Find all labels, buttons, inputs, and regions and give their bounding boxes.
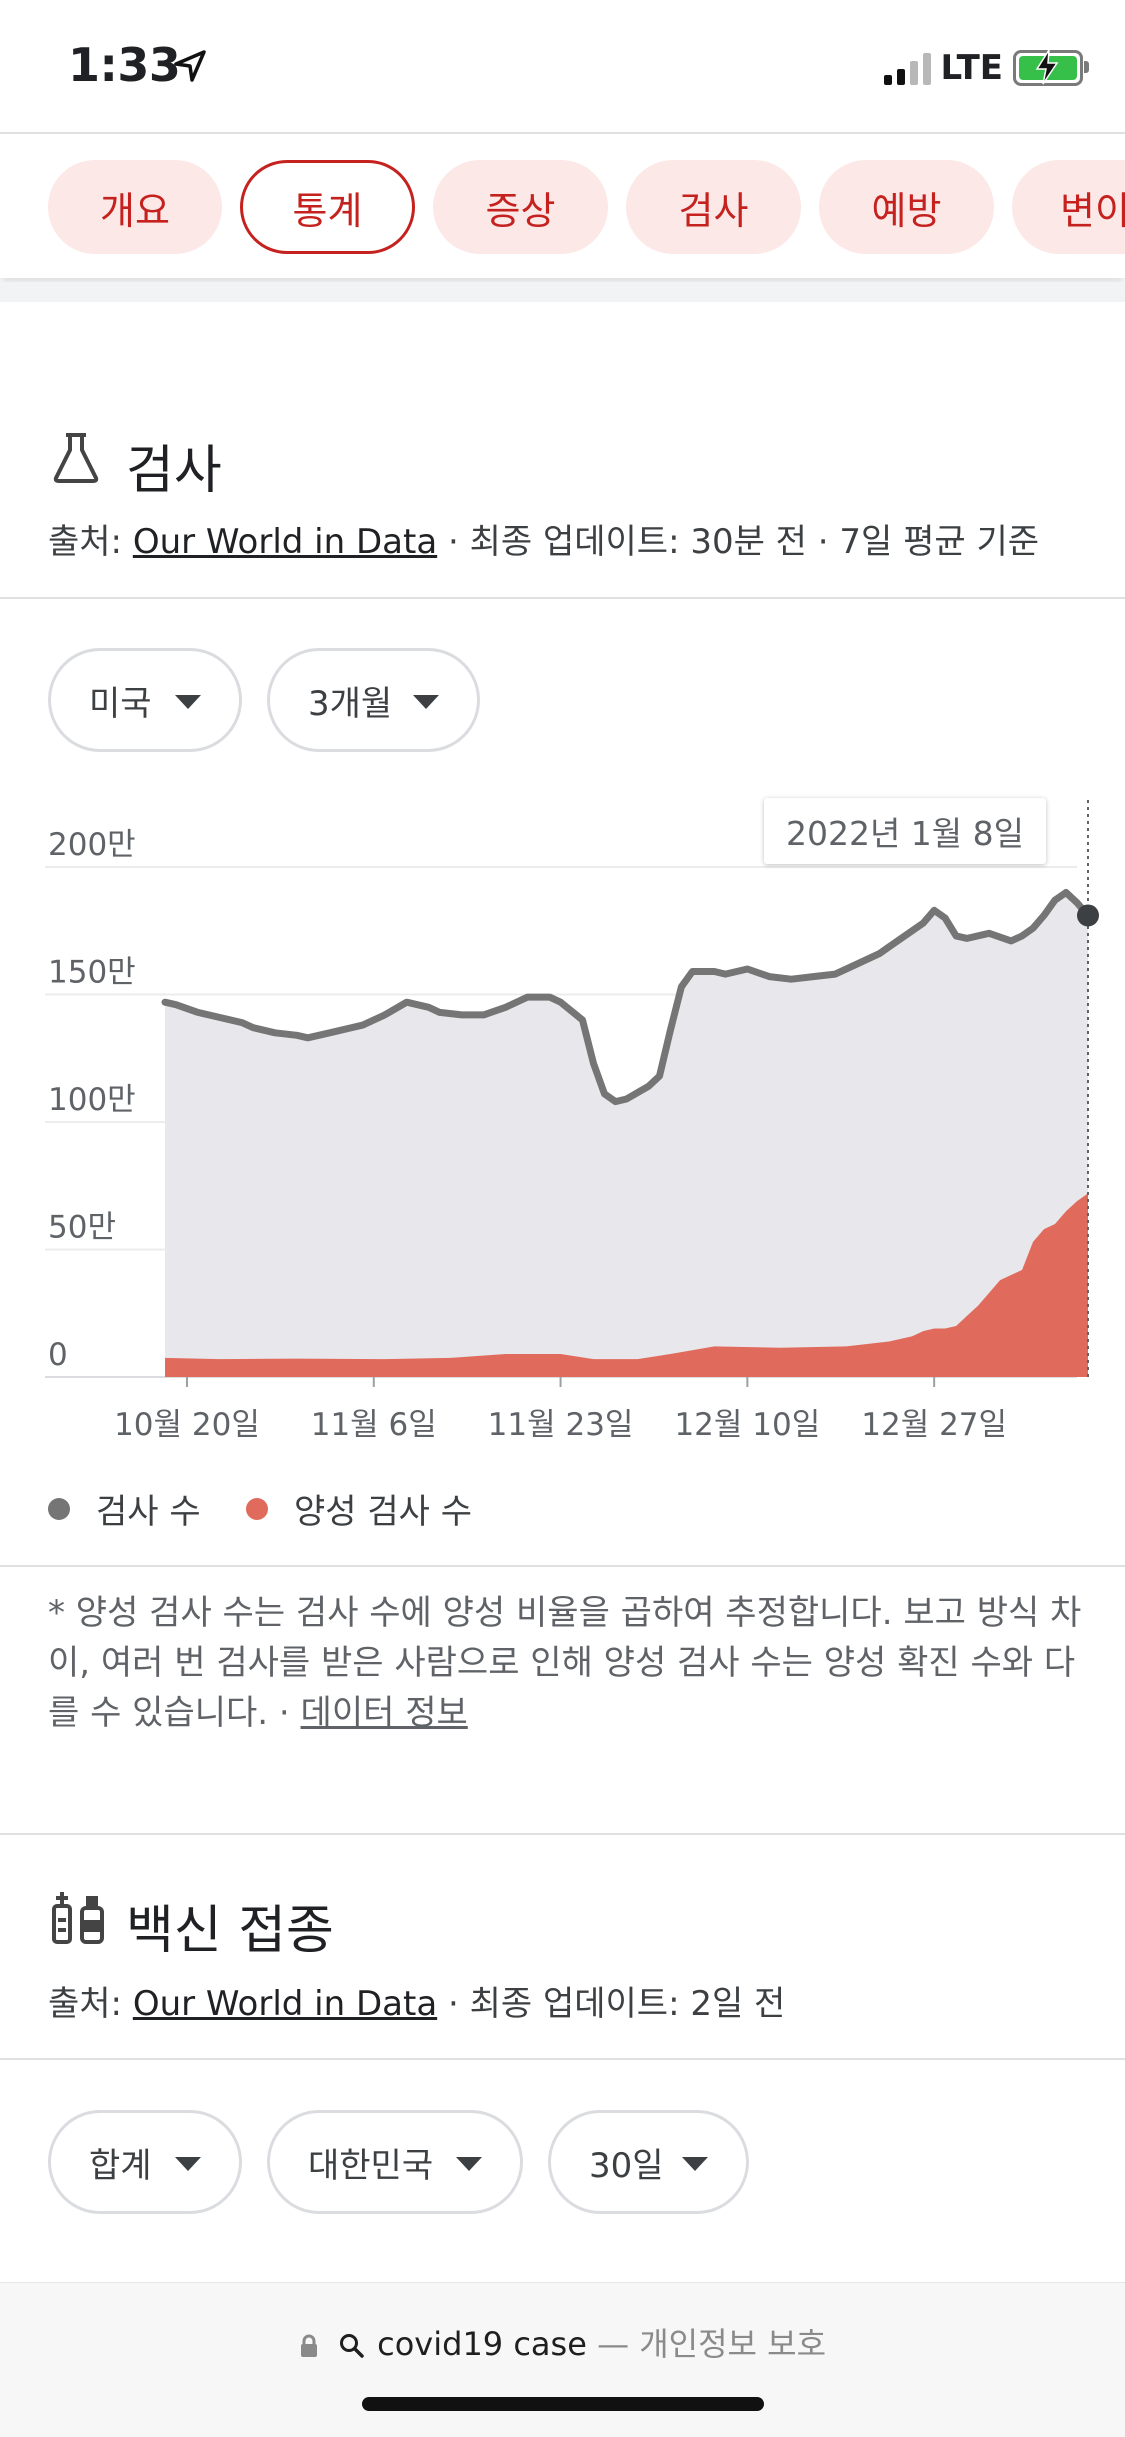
tab-testing[interactable]: 검사 <box>626 160 801 254</box>
country-dropdown[interactable]: 미국 <box>48 648 242 752</box>
data-info-link[interactable]: 데이터 정보 <box>300 1693 468 1733</box>
legend-tests: 검사 수 <box>48 1484 201 1533</box>
location-arrow-icon <box>174 50 206 82</box>
total-dropdown[interactable]: 합계 <box>48 2110 242 2214</box>
testing-source: 출처: Our World in Data · 최종 업데이트: 30분 전 ·… <box>48 522 1040 562</box>
y-tick-label: 100만 <box>48 1082 136 1118</box>
browser-bottom-bar[interactable]: covid19 case — 개인정보 보호 <box>0 2282 1125 2437</box>
legend-dot <box>48 1497 70 1520</box>
y-tick-label: 200만 <box>48 827 136 863</box>
divider <box>0 1565 1125 1567</box>
dropdown-label: 대한민국 <box>308 2145 434 2186</box>
period-dropdown[interactable]: 30일 <box>548 2110 749 2214</box>
testing-chart[interactable]: 0 50만 100만 150만 200만 10월 20일 11월 6일 11월 23일 12월 … <box>0 790 1125 1440</box>
network-label: LTE <box>940 48 1003 88</box>
dropdown-label: 합계 <box>89 2145 152 2186</box>
x-tick-label: 12월 10일 <box>674 1407 820 1440</box>
lock-icon <box>300 2334 317 2357</box>
section-divider <box>0 282 1125 302</box>
source-link[interactable]: Our World in Data <box>132 1984 438 2024</box>
caret-down-icon <box>175 695 201 709</box>
divider <box>0 597 1125 599</box>
legend-label: 양성 검사 수 <box>294 1492 473 1532</box>
divider <box>0 1833 1125 1835</box>
legend-label: 검사 수 <box>96 1492 201 1532</box>
x-tick-label: 12월 27일 <box>861 1407 1007 1440</box>
testing-note: * 양성 검사 수는 검사 수에 양성 비율을 곱하여 추정합니다. 보고 방식… <box>48 1593 1082 1733</box>
dropdown-label: 3개월 <box>308 683 393 724</box>
status-indicators: LTE <box>883 48 1089 88</box>
x-tick-label: 11월 23일 <box>488 1407 634 1440</box>
url-text: covid19 case <box>377 2325 587 2363</box>
x-tick-label: 10월 20일 <box>114 1407 260 1440</box>
tab-prevention[interactable]: 예방 <box>819 160 994 254</box>
y-tick-label: 50만 <box>48 1210 116 1246</box>
tab-variants[interactable]: 변이 <box>1012 160 1125 254</box>
y-tick-label: 150만 <box>48 955 136 991</box>
battery-charging-icon <box>1013 49 1089 86</box>
legend-positive: 양성 검사 수 <box>246 1484 472 1533</box>
x-tick-label: 11월 6일 <box>311 1407 437 1440</box>
country-dropdown[interactable]: 대한민국 <box>267 2110 523 2214</box>
chart-tooltip: 2022년 1월 8일 <box>764 798 1046 864</box>
status-time: 1:33 <box>68 38 181 92</box>
tests-line <box>161 889 1092 1106</box>
caret-down-icon <box>413 695 439 709</box>
section-tabs: 개요 통계 증상 검사 예방 변이 <box>0 132 1125 278</box>
vaccine-icon <box>52 1892 104 1944</box>
privacy-text: — 개인정보 보호 <box>586 2325 827 2363</box>
vaccination-source: 출처: Our World in Data · 최종 업데이트: 2일 전 <box>48 1984 786 2024</box>
caret-down-icon <box>456 2157 482 2171</box>
address-bar[interactable]: covid19 case — 개인정보 보호 <box>0 2319 1125 2365</box>
home-indicator[interactable] <box>362 2397 764 2411</box>
source-link[interactable]: Our World in Data <box>132 522 438 562</box>
caret-down-icon <box>175 2157 201 2171</box>
caret-down-icon <box>682 2157 708 2171</box>
vaccination-title: 백신 접종 <box>126 1901 334 1961</box>
flask-icon <box>53 433 99 483</box>
legend-dot <box>246 1497 268 1520</box>
tab-overview[interactable]: 개요 <box>48 160 222 254</box>
tab-symptoms[interactable]: 증상 <box>433 160 608 254</box>
testing-title: 검사 <box>126 441 222 501</box>
divider <box>0 2058 1125 2060</box>
dropdown-label: 미국 <box>89 683 152 724</box>
dropdown-label: 30일 <box>589 2145 664 2186</box>
tests-area <box>165 892 1088 1377</box>
search-icon <box>340 2334 364 2358</box>
signal-icon <box>883 51 931 85</box>
y-tick-label: 0 <box>48 1337 68 1373</box>
tooltip-date: 2022년 1월 8일 <box>785 814 1025 853</box>
positive-area <box>165 1193 1088 1377</box>
period-dropdown[interactable]: 3개월 <box>267 648 480 752</box>
tab-statistics[interactable]: 통계 <box>240 160 415 254</box>
hover-point <box>1076 904 1099 927</box>
